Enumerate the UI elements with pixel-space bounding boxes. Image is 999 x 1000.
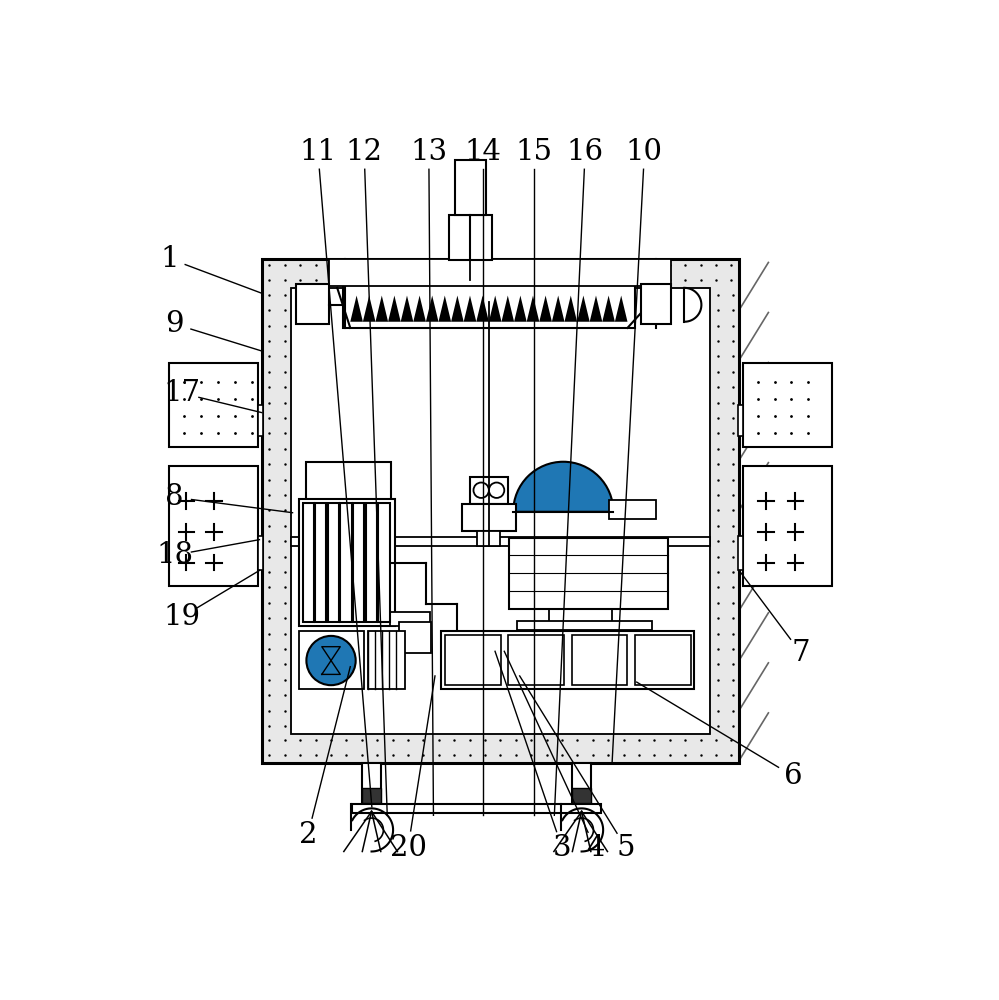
Text: 12: 12 (346, 138, 383, 166)
Polygon shape (539, 296, 551, 322)
Polygon shape (376, 296, 388, 322)
Bar (609, 500, 655, 519)
Polygon shape (452, 296, 464, 322)
Text: 16: 16 (566, 138, 603, 166)
Bar (641, 284, 670, 324)
Polygon shape (388, 296, 401, 322)
Polygon shape (514, 296, 526, 322)
Bar (743, 363, 831, 447)
Bar (297, 284, 329, 324)
Polygon shape (439, 296, 452, 322)
Bar (571, 635, 627, 685)
Bar (390, 612, 430, 626)
Bar (170, 466, 258, 586)
Bar (299, 499, 395, 626)
Polygon shape (351, 296, 363, 322)
Bar (445, 635, 500, 685)
Polygon shape (526, 296, 539, 322)
Bar (170, 363, 258, 447)
Circle shape (307, 636, 356, 685)
Bar (508, 538, 668, 609)
Bar (258, 405, 264, 436)
Bar (303, 503, 314, 622)
Text: 3: 3 (552, 834, 571, 862)
Polygon shape (426, 296, 439, 322)
Bar (262, 259, 739, 763)
Bar (379, 503, 390, 622)
Text: 6: 6 (784, 762, 802, 790)
Polygon shape (501, 296, 514, 322)
Bar (330, 259, 671, 286)
Text: 11: 11 (300, 138, 337, 166)
Bar (462, 504, 515, 531)
Bar (572, 788, 590, 803)
Bar (353, 804, 600, 813)
Bar (516, 621, 652, 630)
Bar (478, 531, 500, 546)
Text: 9: 9 (166, 310, 184, 338)
Bar (455, 160, 486, 215)
Text: 19: 19 (164, 603, 201, 631)
Bar (368, 631, 405, 689)
Bar (299, 631, 365, 689)
Bar (258, 536, 264, 570)
Polygon shape (551, 296, 564, 322)
Polygon shape (589, 296, 602, 322)
Polygon shape (489, 296, 501, 322)
Bar (737, 536, 743, 570)
Bar (291, 288, 710, 734)
Bar (328, 503, 339, 622)
Bar (743, 466, 831, 586)
Bar (354, 503, 365, 622)
Polygon shape (615, 296, 627, 322)
Bar (363, 788, 381, 803)
Bar (737, 405, 743, 436)
Bar (470, 477, 508, 504)
Text: 2: 2 (299, 821, 318, 849)
Bar (341, 503, 352, 622)
Bar (363, 763, 381, 805)
Polygon shape (414, 296, 426, 322)
Polygon shape (464, 296, 477, 322)
Bar (291, 288, 710, 734)
Bar (508, 635, 564, 685)
Text: 13: 13 (411, 138, 448, 166)
Text: 4: 4 (585, 834, 604, 862)
Text: 8: 8 (166, 483, 184, 511)
Polygon shape (564, 296, 577, 322)
Text: 20: 20 (390, 834, 427, 862)
Bar (307, 462, 391, 527)
Bar (366, 503, 377, 622)
Text: 1: 1 (160, 245, 179, 273)
Bar (442, 631, 694, 689)
Polygon shape (401, 296, 414, 322)
Bar (449, 215, 492, 260)
Text: 10: 10 (626, 138, 663, 166)
Bar (316, 503, 327, 622)
Bar (635, 635, 690, 685)
Text: 17: 17 (164, 379, 201, 407)
Text: 7: 7 (791, 639, 810, 667)
Polygon shape (477, 296, 489, 322)
Polygon shape (363, 296, 376, 322)
Bar (291, 537, 710, 546)
Polygon shape (577, 296, 589, 322)
Text: 18: 18 (156, 541, 193, 569)
Polygon shape (602, 296, 615, 322)
Wedge shape (513, 462, 613, 512)
Bar (329, 260, 649, 280)
Text: 5: 5 (616, 834, 635, 862)
Bar (399, 622, 432, 653)
Bar (343, 280, 635, 328)
Text: 15: 15 (515, 138, 552, 166)
Bar (572, 763, 590, 805)
Text: 14: 14 (465, 138, 501, 166)
